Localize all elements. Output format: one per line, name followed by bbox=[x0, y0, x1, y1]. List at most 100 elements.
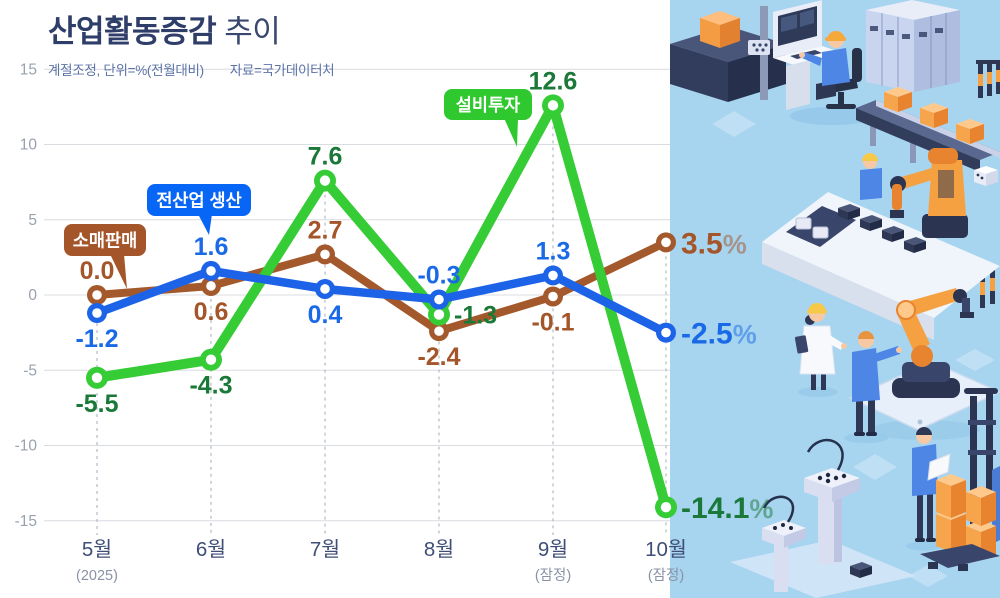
factory-illustration bbox=[670, 0, 1000, 598]
series-line bbox=[92, 100, 671, 513]
value-label: -1.2 bbox=[75, 325, 118, 353]
value-label: 7.6 bbox=[308, 143, 343, 171]
value-label: 0.6 bbox=[194, 298, 229, 326]
data-point-center bbox=[661, 327, 671, 338]
final-value-label: 3.5% bbox=[681, 227, 747, 260]
labels-industry-production: -1.2 1.6 0.4 -0.3 1.3 -2.5% bbox=[75, 233, 756, 353]
legend-retail-sales: 소매판매 bbox=[64, 224, 146, 289]
legend-bubble bbox=[444, 89, 532, 120]
welding-robots bbox=[730, 438, 916, 598]
logistics-corner bbox=[906, 388, 1000, 571]
y-axis-label: 15 bbox=[20, 61, 37, 78]
x-axis-sublabel: (잠정) bbox=[535, 567, 571, 584]
value-label: 1.6 bbox=[194, 233, 229, 261]
final-value-label: -2.5% bbox=[681, 318, 757, 351]
x-axis-sublabel: (2025) bbox=[76, 568, 118, 584]
page-title: 산업활동증감 추이 bbox=[48, 14, 334, 50]
chart-header: 산업활동증감 추이 계절조정, 단위=%(전월대비) 자료=국가데이터처 bbox=[48, 14, 335, 79]
data-point-center bbox=[206, 266, 216, 276]
x-axis-label: 5월 bbox=[82, 538, 112, 561]
y-axis-label: 0 bbox=[28, 287, 37, 304]
legend-bubble bbox=[64, 224, 146, 256]
hanging-tools bbox=[976, 60, 1000, 308]
conveyor-boxes bbox=[884, 87, 984, 144]
value-label: -1.3 bbox=[454, 302, 497, 330]
data-point-center bbox=[320, 284, 330, 294]
x-axis-label: 6월 bbox=[196, 538, 226, 561]
data-point-center bbox=[661, 237, 671, 248]
value-label: 0.4 bbox=[308, 301, 343, 329]
control-station bbox=[773, 0, 874, 125]
data-point-center bbox=[434, 326, 444, 336]
legend-label: 소매판매 bbox=[73, 231, 137, 251]
series-line bbox=[92, 266, 671, 337]
control-modules bbox=[838, 204, 926, 253]
worker-clipboard bbox=[906, 427, 951, 551]
x-axis-sublabel: (잠정) bbox=[648, 567, 684, 584]
x-axis-label: 9월 bbox=[538, 538, 568, 561]
value-label: 2.7 bbox=[308, 216, 343, 244]
page-title-sub: 추이 bbox=[224, 14, 281, 49]
y-axis-label: 10 bbox=[20, 137, 38, 154]
value-label: 12.6 bbox=[529, 67, 578, 95]
factory-scene bbox=[670, 0, 1000, 598]
x-axis-label: 10월 bbox=[645, 538, 687, 561]
legend-tail bbox=[110, 254, 127, 289]
page-title-main: 산업활동증감 bbox=[48, 14, 217, 49]
data-point-center bbox=[434, 294, 444, 305]
labels-equipment-investment: -5.5 -4.3 7.6 -1.3 12.6 -14.1% bbox=[75, 67, 773, 525]
chart-subtitle: 계절조정, 단위=%(전월대비) 자료=국가데이터처 bbox=[48, 59, 335, 79]
data-point-center bbox=[660, 502, 672, 513]
data-point-center bbox=[91, 372, 103, 383]
storage-lockers bbox=[866, 0, 960, 92]
pallet-boxes bbox=[920, 474, 1000, 571]
operator-figure bbox=[799, 31, 862, 109]
data-point-center bbox=[92, 290, 102, 300]
pole bbox=[748, 6, 770, 100]
machine-platform bbox=[762, 166, 1000, 340]
data-point-center bbox=[548, 291, 558, 302]
floor-tiles bbox=[712, 111, 995, 587]
legend-equipment-investment: 설비투자 bbox=[444, 89, 532, 147]
conveyor-belt-upper bbox=[856, 87, 1000, 180]
series-equipment-investment bbox=[86, 94, 677, 519]
value-label: 0.0 bbox=[80, 257, 115, 285]
data-point-center bbox=[205, 354, 217, 365]
robot-cell bbox=[794, 288, 1000, 443]
data-point-center bbox=[319, 175, 331, 186]
worker-supervisor bbox=[794, 303, 847, 397]
month-guides bbox=[96, 105, 667, 535]
robot-arm-upper bbox=[860, 148, 968, 238]
data-point-center bbox=[433, 309, 445, 320]
value-label: -0.3 bbox=[417, 262, 460, 290]
y-axis-label: -10 bbox=[15, 438, 38, 455]
legend-bubble bbox=[147, 184, 251, 216]
value-label: -5.5 bbox=[75, 390, 118, 418]
final-value-label: -14.1% bbox=[681, 492, 773, 525]
data-point-center bbox=[206, 281, 216, 291]
y-axis-label: -5 bbox=[23, 362, 37, 379]
value-label: -0.1 bbox=[531, 309, 574, 337]
value-label: -4.3 bbox=[189, 372, 232, 400]
x-axis: 5월 (2025) 6월 7월 8월 9월 (잠정) 10월 (잠정) bbox=[76, 538, 687, 584]
data-point-center bbox=[320, 249, 330, 260]
chart-source: 자료=국가데이터처 bbox=[229, 62, 335, 78]
legend-label: 설비투자 bbox=[456, 95, 520, 115]
legend-industry-production: 전산업 생산 bbox=[147, 184, 251, 235]
dice-box bbox=[974, 166, 998, 186]
legend-tail bbox=[504, 118, 518, 147]
y-axis-label: -15 bbox=[15, 513, 37, 530]
data-point-center bbox=[547, 100, 559, 111]
worker-technician bbox=[844, 331, 902, 443]
x-axis-label: 8월 bbox=[424, 538, 454, 561]
x-axis-label: 7월 bbox=[310, 538, 340, 561]
y-axis-label: 5 bbox=[28, 212, 37, 229]
orange-box-icon bbox=[700, 11, 740, 48]
data-point-center bbox=[92, 308, 102, 318]
value-label: -2.4 bbox=[417, 343, 460, 371]
chart-note: 계절조정, 단위=%(전월대비) bbox=[48, 62, 204, 78]
series-industry-production bbox=[87, 260, 676, 343]
value-label: 1.3 bbox=[536, 237, 571, 265]
